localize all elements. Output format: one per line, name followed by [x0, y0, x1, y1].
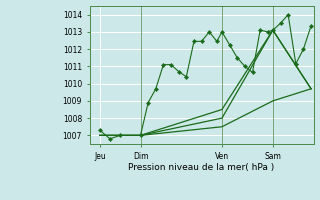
- X-axis label: Pression niveau de la mer( hPa ): Pression niveau de la mer( hPa ): [128, 163, 275, 172]
